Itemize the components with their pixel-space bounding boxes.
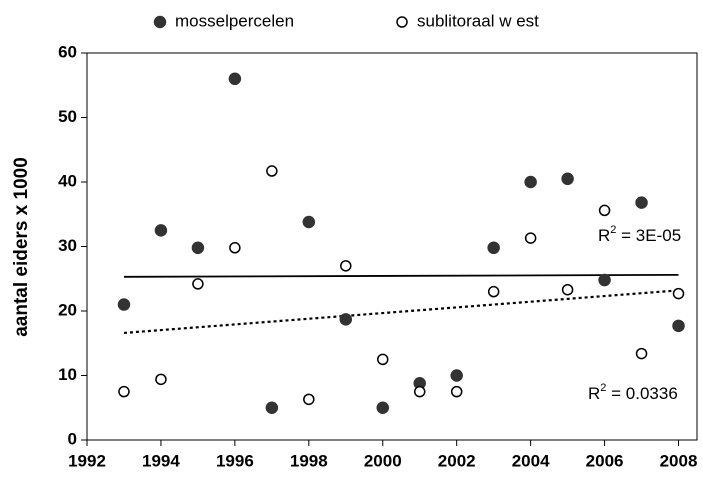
- data-point: [672, 287, 685, 300]
- data-point: [118, 385, 130, 398]
- y-axis-title: aantal eiders x 1000: [11, 157, 32, 337]
- data-point: [154, 224, 168, 237]
- data-point: [266, 165, 278, 177]
- y-tick-label: 20: [58, 300, 77, 319]
- data-point: [561, 283, 574, 296]
- y-tick-label: 50: [58, 107, 77, 126]
- trendline: [123, 289, 679, 335]
- r-squared: R2 = 3E-05: [598, 224, 681, 246]
- data-point: [598, 273, 611, 287]
- trendline: [123, 273, 679, 278]
- data-point: [450, 369, 463, 382]
- legend-marker: [396, 16, 408, 28]
- data-point: [635, 196, 648, 209]
- data-point: [487, 285, 500, 298]
- x-tick-label: 2000: [364, 451, 402, 470]
- data-point: [155, 373, 167, 386]
- r-value: = 0.0336: [606, 384, 677, 403]
- data-point: [487, 241, 500, 255]
- data-point: [117, 298, 131, 311]
- x-tick-label: 1994: [142, 451, 180, 470]
- r-symbol: R: [598, 226, 610, 245]
- y-tick-label: 30: [58, 236, 77, 255]
- legend-label: sublitoraal w est: [417, 11, 539, 30]
- data-point: [598, 204, 611, 217]
- x-tick-label: 1998: [290, 451, 328, 470]
- legend-marker: [153, 15, 167, 29]
- x-tick-label: 1992: [68, 451, 106, 470]
- data-point: [524, 175, 537, 189]
- y-tick-label: 40: [58, 171, 77, 190]
- legend-label: mosselpercelen: [175, 11, 294, 30]
- data-point: [413, 385, 426, 398]
- r-symbol: R: [588, 384, 600, 403]
- data-point: [229, 242, 241, 254]
- r-squared: R2 = 0.0336: [588, 382, 678, 404]
- x-tick-label: 1996: [216, 451, 254, 470]
- data-point: [265, 401, 279, 414]
- data-point: [228, 72, 242, 86]
- data-point: [635, 347, 648, 360]
- y-tick-label: 60: [58, 42, 77, 61]
- data-point: [672, 319, 685, 333]
- r-exponent: 2: [610, 224, 616, 236]
- data-point: [377, 353, 389, 366]
- r-value: = 3E-05: [616, 226, 681, 245]
- y-tick-label: 10: [58, 365, 77, 384]
- data-point: [192, 278, 204, 290]
- x-tick-label: 2004: [512, 451, 550, 470]
- data-point: [376, 401, 390, 414]
- data-point: [303, 393, 315, 406]
- data-point: [302, 215, 316, 229]
- data-point: [191, 241, 205, 255]
- data-point: [524, 232, 537, 244]
- data-point: [561, 172, 574, 186]
- data-point: [450, 385, 463, 398]
- x-tick-label: 2006: [586, 451, 624, 470]
- x-tick-label: 2008: [660, 451, 698, 470]
- r-exponent: 2: [600, 382, 606, 394]
- x-tick-label: 2002: [438, 451, 476, 470]
- data-point: [340, 260, 352, 272]
- y-tick-label: 0: [68, 429, 77, 448]
- data-point: [339, 313, 353, 326]
